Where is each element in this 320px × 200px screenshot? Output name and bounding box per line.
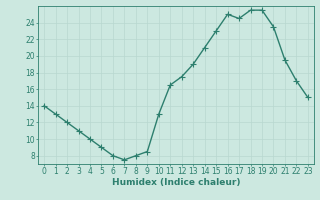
X-axis label: Humidex (Indice chaleur): Humidex (Indice chaleur) — [112, 178, 240, 187]
